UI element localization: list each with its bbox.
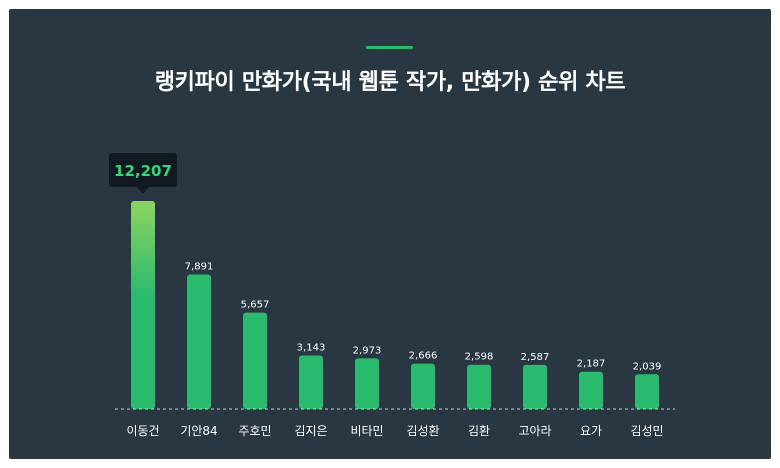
tooltip-pointer <box>137 187 149 194</box>
value-label: 2,587 <box>521 352 550 363</box>
tooltip-value: 12,207 <box>114 162 172 180</box>
x-tick-label: 고아라 <box>518 424 551 438</box>
bar-10 <box>635 374 659 409</box>
bar-2 <box>187 274 211 409</box>
x-tick-label: 비타민 <box>350 424 383 438</box>
x-tick-label: 김성민 <box>630 424 663 438</box>
bar-3 <box>243 312 267 409</box>
value-label: 2,666 <box>409 351 438 362</box>
bar-4 <box>299 355 323 409</box>
value-label: 7,891 <box>185 262 214 273</box>
x-tick-label: 요가 <box>580 424 602 438</box>
bar-9 <box>579 371 603 409</box>
value-label: 5,657 <box>241 300 270 311</box>
value-label: 2,187 <box>577 359 606 370</box>
value-label: 2,039 <box>633 361 662 372</box>
tooltip: 12,207 <box>109 153 177 194</box>
bar-8 <box>523 364 547 409</box>
tooltip-box <box>109 153 177 187</box>
bar-1 <box>131 201 155 409</box>
value-label: 2,973 <box>353 345 382 356</box>
chart-title: 랭키파이 만화가(국내 웹툰 작가, 만화가) 순위 차트 <box>154 70 626 95</box>
x-tick-label: 김성환 <box>406 424 439 438</box>
bars-layer <box>131 201 659 409</box>
x-tick-label: 기안84 <box>180 424 217 438</box>
bar-5 <box>355 358 379 409</box>
value-label: 2,598 <box>465 352 494 363</box>
bar-6 <box>411 363 435 409</box>
x-tick-label: 김지은 <box>294 424 327 438</box>
labels-layer: 이동건 기안84 7,891 주호민 5,657 김지은 3,143 비타민 2,973 김성환 2… <box>126 262 663 438</box>
title-accent-line <box>366 46 413 49</box>
bar-7 <box>467 364 491 409</box>
x-tick-label: 주호민 <box>238 424 271 438</box>
x-tick-label: 김환 <box>468 424 490 438</box>
x-tick-label: 이동건 <box>126 424 159 438</box>
value-label: 3,143 <box>297 342 326 353</box>
